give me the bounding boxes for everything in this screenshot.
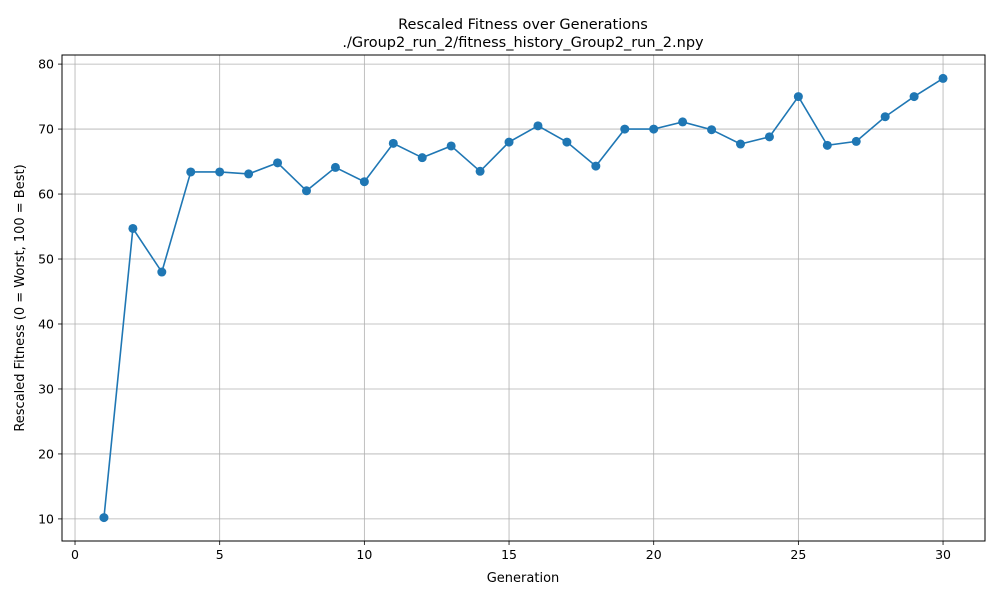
data-point xyxy=(359,177,369,187)
data-point xyxy=(215,167,225,177)
data-point xyxy=(99,513,109,523)
x-tick-label: 0 xyxy=(71,547,79,562)
data-point xyxy=(736,139,746,149)
data-point xyxy=(446,141,456,151)
y-tick-label: 60 xyxy=(38,187,54,202)
data-point xyxy=(388,138,398,148)
data-point xyxy=(417,153,427,163)
y-tick-label: 40 xyxy=(38,316,54,331)
data-point xyxy=(764,132,774,142)
y-axis-label: Rescaled Fitness (0 = Worst, 100 = Best) xyxy=(13,164,28,431)
data-point xyxy=(273,158,283,168)
data-point xyxy=(157,267,167,277)
data-point xyxy=(909,92,919,102)
data-point xyxy=(938,73,948,83)
data-point xyxy=(620,124,630,134)
data-point xyxy=(707,125,717,135)
data-point xyxy=(301,186,311,196)
data-point xyxy=(851,136,861,146)
y-tick-label: 20 xyxy=(38,446,54,461)
data-point xyxy=(562,137,572,147)
y-tick-label: 70 xyxy=(38,122,54,137)
grid-lines xyxy=(62,55,985,541)
y-tick-label: 30 xyxy=(38,381,54,396)
data-point xyxy=(475,166,485,176)
x-tick-label: 20 xyxy=(646,547,662,562)
chart-title: Rescaled Fitness over Generations xyxy=(398,17,648,33)
x-axis-label: Generation xyxy=(487,571,560,586)
y-tick-label: 10 xyxy=(38,511,54,526)
data-point xyxy=(591,161,601,171)
x-tick-label: 30 xyxy=(935,547,951,562)
chart-subtitle: ./Group2_run_2/fitness_history_Group2_ru… xyxy=(342,35,704,51)
data-point xyxy=(330,162,340,172)
data-point xyxy=(244,169,254,179)
y-tick-label: 50 xyxy=(38,252,54,267)
data-point xyxy=(186,167,196,177)
axis-ticks: 0 5 10 15 20 25 30 10 20 30 40 50 60 70 80 xyxy=(38,57,951,562)
data-point xyxy=(649,124,659,134)
data-point xyxy=(822,140,832,150)
series-line xyxy=(103,77,944,518)
x-tick-label: 25 xyxy=(790,547,806,562)
series-layer xyxy=(99,73,948,523)
y-tick-label: 80 xyxy=(38,57,54,72)
data-point xyxy=(128,223,138,233)
x-tick-label: 15 xyxy=(501,547,517,562)
x-tick-label: 5 xyxy=(216,547,224,562)
data-point xyxy=(793,92,803,102)
data-point xyxy=(678,117,688,127)
data-point xyxy=(533,121,543,131)
plot-frame xyxy=(61,54,986,542)
x-tick-label: 10 xyxy=(356,547,372,562)
data-point xyxy=(880,112,890,122)
data-point xyxy=(504,137,514,147)
